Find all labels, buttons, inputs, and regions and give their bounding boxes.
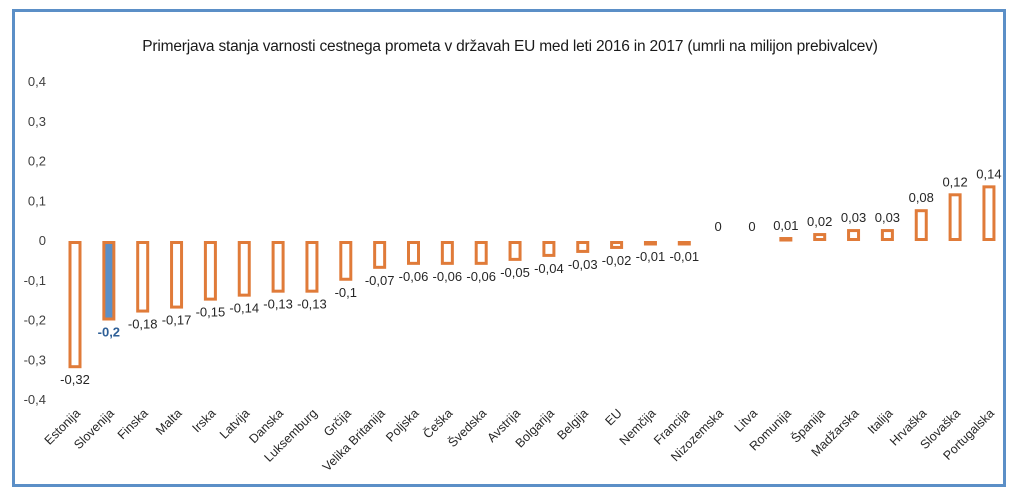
data-label: -0,01 (669, 249, 699, 264)
data-label: -0,15 (196, 305, 226, 320)
x-tick-label: EU (603, 406, 625, 428)
bar-poljska (407, 241, 420, 265)
bar-španija (813, 233, 827, 242)
data-label: 0,01 (773, 218, 798, 233)
bar-francija (677, 241, 691, 246)
chart-title: Primerjava stanja varnosti cestnega prom… (142, 38, 878, 55)
bars (68, 185, 996, 369)
y-tick-label: -0,3 (24, 352, 46, 367)
x-tick-label: Italija (865, 406, 896, 437)
data-label: -0,17 (162, 313, 192, 328)
y-tick-label: -0,2 (24, 313, 46, 328)
bar-slovenija (102, 241, 116, 321)
bar-slovaška (948, 193, 962, 242)
data-label: -0,32 (60, 372, 90, 387)
x-tick-label: Nemčija (617, 406, 659, 448)
data-label: -0,03 (568, 257, 598, 272)
data-label: 0 (715, 219, 722, 234)
bar-portugalska (982, 185, 996, 242)
bar-finska (136, 241, 150, 313)
bar-latvija (237, 241, 251, 297)
bar-belgija (576, 241, 590, 253)
data-label: -0,06 (466, 269, 496, 284)
bar-italija (880, 229, 894, 241)
x-tick-label: Belgija (554, 406, 590, 442)
data-label: -0,14 (229, 301, 259, 316)
bar-hrvaška (914, 209, 928, 241)
bar-estonija (68, 241, 82, 369)
bar-švedska (474, 241, 488, 265)
bar-nemčija (643, 241, 657, 246)
bar-madžarska (847, 229, 861, 241)
bar-irska (203, 241, 217, 301)
data-label: -0,1 (335, 285, 357, 300)
y-tick-label: 0,1 (28, 193, 46, 208)
data-label: 0,08 (909, 190, 934, 205)
data-label: 0,02 (807, 214, 832, 229)
y-tick-label: -0,4 (24, 392, 46, 407)
data-label: -0,13 (263, 297, 293, 312)
data-label: 0,03 (841, 210, 866, 225)
bar-danska (271, 241, 285, 293)
x-tick-label: Poljska (383, 406, 421, 444)
bar-češka (440, 241, 454, 265)
x-tick-label: Finska (115, 406, 151, 442)
bar-malta (170, 241, 184, 309)
bar-grčija (339, 241, 353, 281)
data-label: -0,18 (128, 317, 158, 332)
x-tick-label: Malta (153, 406, 185, 438)
y-axis-ticks: 0,4 0,3 0,2 0,1 0 -0,1 -0,2 -0,3 -0,4 (24, 74, 46, 407)
x-tick-label: Velika Britanija (320, 406, 388, 474)
data-label: -0,01 (636, 249, 666, 264)
y-tick-label: 0,2 (28, 154, 46, 169)
data-label: -0,07 (365, 273, 395, 288)
data-label: -0,2 (98, 325, 120, 340)
data-label: 0,03 (875, 210, 900, 225)
bar-avstrija (508, 241, 522, 261)
x-tick-label: Litva (732, 406, 761, 435)
bar-luksemburg (305, 241, 319, 293)
y-tick-label: 0,4 (28, 74, 46, 89)
data-label: -0,02 (602, 253, 632, 268)
bar-velika-britanija (373, 241, 387, 269)
data-label: -0,06 (399, 269, 429, 284)
data-label: -0,06 (433, 269, 463, 284)
data-labels: -0,32-0,2-0,18 -0,17-0,15 -0,14 -0,13 -0,13-… (60, 166, 1001, 387)
y-tick-label: 0 (39, 233, 46, 248)
y-tick-label: -0,1 (24, 273, 46, 288)
data-label: 0,14 (976, 166, 1001, 181)
data-label: -0,13 (297, 297, 327, 312)
data-label: 0,12 (942, 174, 967, 189)
x-tick-label: Irska (189, 406, 218, 435)
data-label: -0,05 (500, 265, 530, 280)
bar-eu (610, 241, 624, 249)
bar-bolgarija (542, 241, 556, 257)
bar-romunija (779, 237, 793, 242)
data-label: 0 (748, 219, 755, 234)
y-tick-label: 0,3 (28, 114, 46, 129)
data-label: -0,04 (534, 261, 564, 276)
